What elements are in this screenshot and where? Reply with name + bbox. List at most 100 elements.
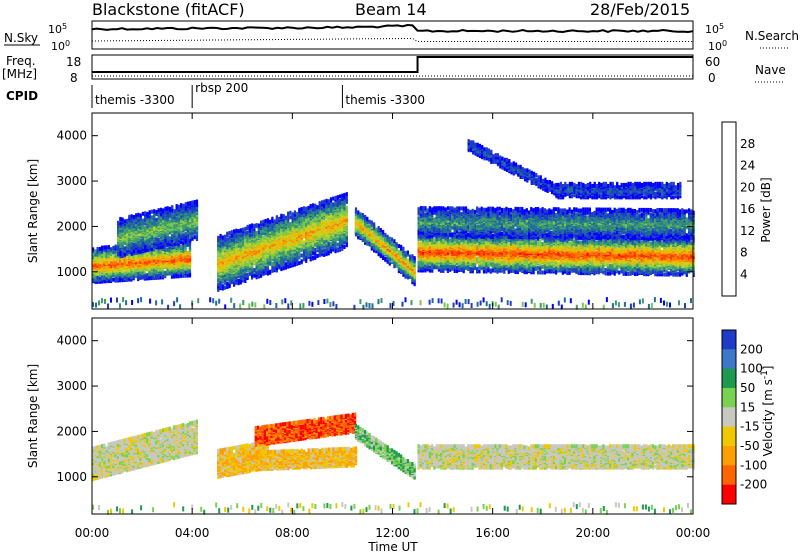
power-cell — [228, 281, 231, 286]
power-cell — [191, 213, 194, 217]
power-cell — [141, 264, 144, 269]
power-cell — [368, 241, 371, 246]
power-cell — [155, 249, 158, 254]
power-cell — [221, 266, 224, 270]
power-cell — [287, 242, 290, 247]
power-cell — [316, 244, 319, 249]
power-cell — [179, 252, 183, 257]
power-cell — [239, 239, 242, 244]
power-cell — [311, 213, 315, 218]
power-cell — [130, 245, 133, 249]
power-cell — [226, 281, 229, 286]
power-cell — [296, 258, 299, 263]
power-cell — [305, 240, 308, 245]
power-cell — [257, 233, 260, 238]
power-cell — [146, 211, 149, 216]
power-cell — [188, 240, 192, 245]
power-cell — [186, 208, 190, 213]
power-cell — [175, 240, 178, 245]
power-cell — [239, 232, 242, 237]
power-cell — [105, 245, 108, 250]
power-cell — [275, 222, 278, 226]
power-cell — [242, 235, 245, 240]
power-cell — [235, 238, 238, 243]
power-cell — [177, 236, 181, 241]
power-cell — [191, 200, 194, 205]
power-cell — [269, 269, 272, 274]
power-cell — [148, 269, 151, 274]
power-cell — [323, 248, 326, 253]
power-cell — [103, 247, 106, 252]
power-cell — [121, 250, 124, 255]
power-cell — [368, 224, 371, 229]
power-cell — [298, 227, 301, 232]
power-cell — [168, 242, 172, 246]
power-cell — [271, 262, 274, 267]
power-cell — [98, 276, 101, 281]
power-cell — [132, 275, 135, 280]
power-cell — [112, 245, 115, 250]
power-cell — [293, 262, 296, 267]
power-cell — [193, 205, 196, 210]
power-cell — [119, 276, 122, 281]
power-cell — [177, 268, 180, 273]
power-cell — [314, 215, 317, 219]
power-cell — [217, 277, 220, 282]
power-cell — [300, 207, 303, 211]
power-cell — [235, 280, 238, 285]
power-cell — [177, 264, 180, 269]
power-cell — [230, 240, 233, 245]
power-cell — [130, 275, 133, 280]
power-cell — [92, 247, 95, 252]
power-cell — [307, 227, 310, 232]
power-cell — [221, 278, 224, 283]
power-cell — [221, 247, 224, 252]
cpid-segment-label: themis -3300 — [95, 93, 175, 107]
power-cell — [107, 278, 110, 282]
power-cell — [152, 266, 156, 271]
power-cell — [157, 245, 160, 250]
power-cell — [157, 237, 160, 242]
power-cell — [173, 214, 176, 219]
power-cell — [159, 275, 162, 280]
power-cell — [175, 244, 178, 249]
power-cell — [146, 273, 149, 278]
power-cell — [137, 268, 140, 272]
power-cell — [224, 265, 227, 270]
nsky-trace — [91, 23, 694, 34]
power-cell — [186, 235, 190, 240]
power-cell — [96, 279, 99, 284]
power-cell — [287, 219, 290, 224]
power-cell — [273, 221, 276, 226]
power-cell — [132, 215, 135, 219]
power-cell — [287, 255, 290, 260]
power-cell — [237, 279, 240, 283]
power-cell — [110, 268, 113, 273]
power-cell — [271, 253, 274, 257]
power-cell — [103, 251, 106, 256]
power-cell — [173, 212, 176, 217]
power-cell — [130, 216, 133, 221]
power-cell — [377, 226, 380, 231]
power-cell — [184, 239, 187, 244]
power-cell — [177, 239, 181, 244]
power-cell — [144, 236, 147, 241]
power-cell — [159, 215, 163, 220]
power-cell — [143, 269, 146, 274]
power-cell — [314, 251, 317, 256]
power-cell — [311, 229, 315, 234]
power-cell — [311, 219, 315, 224]
power-cell — [239, 278, 242, 283]
power-cell — [150, 243, 153, 248]
power-cell — [186, 206, 190, 211]
power-cell — [175, 216, 178, 221]
power-cell — [107, 271, 110, 276]
power-cell — [273, 264, 276, 269]
power-cell — [244, 232, 247, 237]
power-cell — [260, 229, 263, 234]
power-cell — [139, 231, 142, 236]
power-cell — [257, 270, 260, 274]
power-cell — [300, 210, 303, 215]
power-cell — [314, 247, 317, 252]
power-cell — [144, 211, 147, 216]
